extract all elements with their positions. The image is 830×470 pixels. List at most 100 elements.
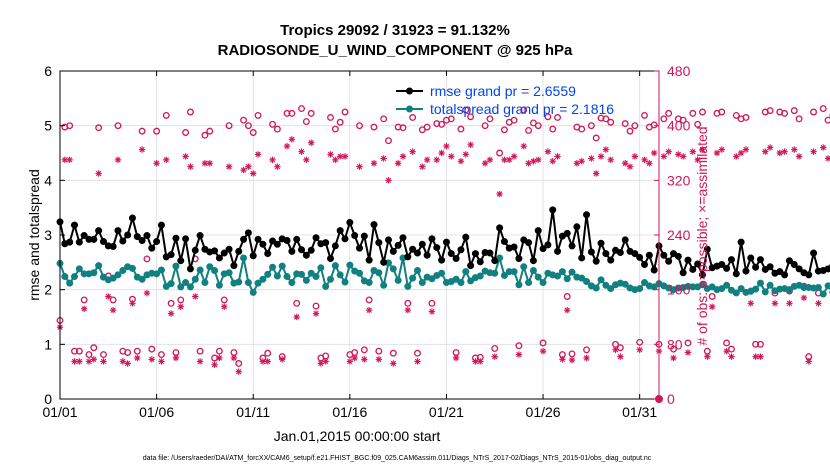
totalspread-point — [510, 268, 518, 276]
obs-assimilated-marker — [385, 177, 392, 184]
obs-possible-marker — [414, 349, 421, 357]
obs-possible-marker — [360, 346, 368, 354]
rmse-point — [510, 243, 518, 251]
obs-assimilated-marker — [230, 354, 238, 362]
obs-assimilated-marker — [786, 300, 793, 307]
totalspread-point — [529, 267, 537, 275]
totalspread-point — [641, 279, 649, 287]
obs-assimilated-marker — [332, 156, 339, 164]
obs-possible-marker — [486, 115, 494, 123]
totalspread-point — [413, 267, 421, 275]
rmse-point — [80, 232, 88, 240]
totalspread-point — [636, 285, 644, 293]
obs-assimilated-marker — [491, 353, 498, 360]
obs-assimilated-marker — [699, 146, 706, 153]
y-left-tick-label: 2 — [44, 282, 52, 298]
x-tick-label: 01/01 — [42, 404, 77, 420]
rmse-point — [824, 265, 830, 273]
rmse-point — [471, 250, 479, 258]
rmse-point — [529, 257, 537, 265]
obs-assimilated-marker — [762, 148, 769, 155]
obs-possible-marker — [167, 299, 175, 307]
obs-possible-marker — [409, 114, 417, 121]
obs-assimilated-marker — [713, 149, 721, 157]
x-tick-label: 01/11 — [236, 404, 270, 420]
rmse-point — [312, 234, 320, 242]
rmse-point — [389, 247, 397, 255]
legend-marker-1 — [406, 105, 413, 113]
obs-possible-marker — [583, 346, 590, 354]
rmse-point — [665, 257, 673, 265]
rmse-point — [423, 251, 431, 259]
rmse-point — [616, 248, 624, 256]
obs-assimilated-marker — [752, 353, 759, 360]
y-right-tick-label: 160 — [667, 282, 691, 298]
rmse-point — [486, 249, 494, 257]
obs-possible-marker — [273, 125, 281, 133]
obs-possible-marker — [592, 134, 600, 142]
rmse-point — [583, 211, 591, 219]
totalspread-point — [182, 279, 190, 287]
obs-assimilated-marker — [805, 358, 812, 365]
obs-possible-marker — [790, 107, 798, 115]
obs-possible-marker — [370, 123, 378, 131]
y-left-tick-label: 1 — [44, 336, 52, 352]
x-axis-ticks: 01/01 01/06 01/11 01/16 01/21 01/26 01/31 — [42, 71, 657, 420]
rmse-point — [186, 265, 194, 273]
right-axis-ticks: 0 80 160 240 320 400 480 — [654, 63, 691, 407]
obs-possible-marker — [399, 124, 407, 132]
obs-possible-marker — [626, 127, 634, 135]
obs-assimilated-marker — [134, 354, 141, 362]
rmse-point — [225, 245, 233, 253]
totalspread-point — [438, 269, 446, 277]
totalspread-point — [452, 275, 460, 283]
y-right-tick-label: 0 — [667, 391, 675, 407]
totalspread-point — [157, 266, 165, 274]
rmse-point — [273, 240, 281, 248]
obs-assimilated-marker — [264, 358, 271, 365]
rmse-point — [75, 238, 83, 246]
totalspread-point — [235, 278, 243, 286]
x-tick-label: 01/31 — [622, 404, 657, 420]
obs-assimilated-marker — [66, 156, 73, 164]
totalspread-point — [558, 268, 566, 276]
obs-possible-marker — [80, 296, 88, 304]
obs-possible-marker — [447, 115, 455, 123]
obs-assimilated-marker — [375, 356, 383, 363]
obs-possible-marker — [327, 114, 334, 121]
totalspread-point — [515, 281, 523, 289]
obs-assimilated-marker — [776, 149, 783, 157]
obs-assimilated-marker — [824, 155, 830, 162]
obs-possible-marker — [312, 302, 320, 310]
obs-assimilated-marker — [158, 358, 165, 365]
rmse-point — [259, 240, 267, 248]
totalspread-point — [814, 283, 822, 291]
right-axis-label: # of obs: o=possible; ×=assimilated — [694, 126, 710, 345]
totalspread-point — [66, 279, 74, 287]
obs-assimilated-marker — [757, 353, 764, 360]
rmse-point — [776, 268, 784, 276]
totalspread-point — [317, 264, 325, 272]
obs-possible-marker — [563, 293, 571, 300]
obs-possible-marker — [95, 124, 103, 132]
obs-possible-marker — [708, 293, 716, 300]
obs-possible-marker — [249, 129, 257, 136]
obs-assimilated-marker — [269, 156, 276, 164]
obs-assimilated-marker — [201, 160, 209, 167]
obs-possible-marker — [138, 127, 146, 135]
obs-possible-marker — [694, 120, 702, 128]
rmse-point — [578, 254, 586, 262]
obs-possible-marker — [389, 349, 397, 357]
obs-assimilated-marker — [621, 160, 629, 167]
obs-possible-marker — [500, 126, 508, 134]
rmse-point — [172, 234, 180, 242]
obs-assimilated-marker — [274, 163, 281, 170]
rmse-point — [293, 235, 301, 243]
rmse-point — [365, 256, 373, 264]
rmse-point — [336, 227, 344, 235]
totalspread-point — [201, 279, 209, 287]
totalspread-point — [592, 284, 600, 292]
obs-possible-marker — [539, 339, 547, 347]
obs-assimilated-marker — [820, 144, 827, 151]
rmse-point — [182, 235, 190, 243]
